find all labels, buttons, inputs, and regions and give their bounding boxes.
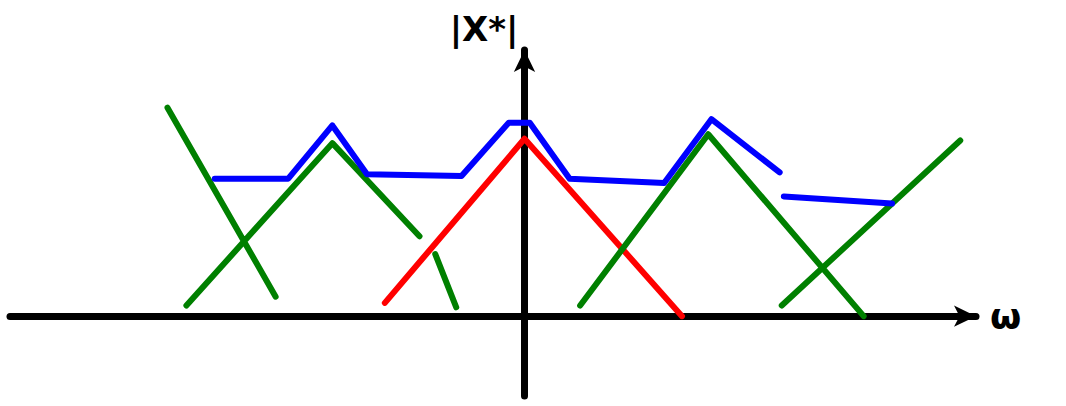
svg-text:ω: ω <box>990 296 1021 337</box>
svg-text:|X*|: |X*| <box>450 9 519 49</box>
